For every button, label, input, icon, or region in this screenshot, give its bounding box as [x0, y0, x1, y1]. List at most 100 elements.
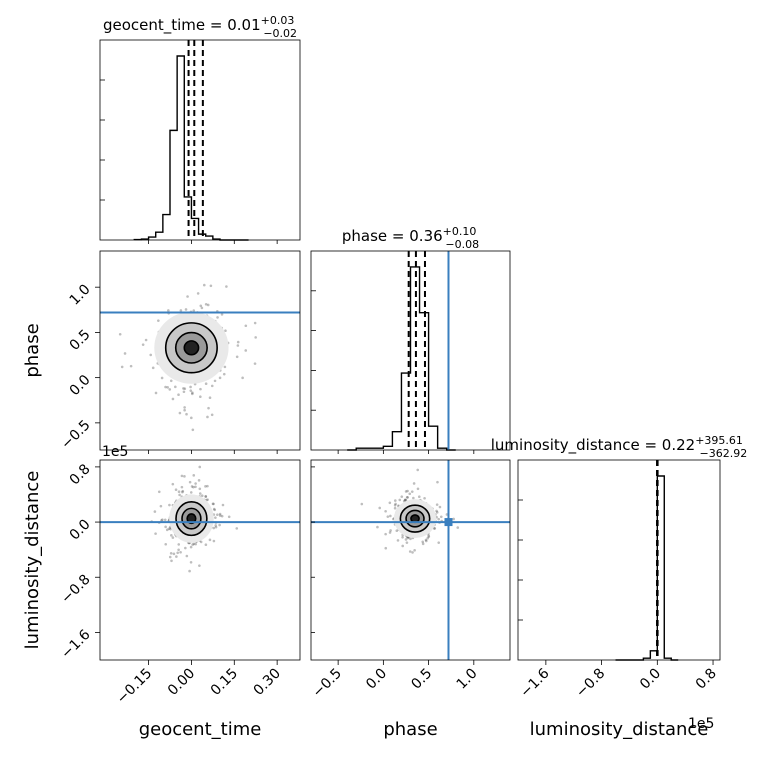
sample-point [401, 535, 404, 539]
sample-point [183, 387, 187, 391]
sample-point [404, 498, 408, 502]
xaxis-label-phase: phase [383, 719, 437, 740]
xtick-label-phase-1: 0.0 [363, 666, 390, 693]
sample-point [190, 416, 193, 420]
sample-point [192, 542, 196, 546]
sample-point [189, 491, 193, 494]
sample-point [157, 490, 161, 494]
sample-point [236, 344, 240, 347]
sample-point [199, 540, 203, 544]
sample-point [141, 343, 145, 346]
sample-point [406, 489, 409, 493]
sample-point [224, 329, 227, 333]
sample-point [204, 485, 207, 488]
ytick-label-luminosity_distance-0: −1.6 [58, 627, 93, 662]
offset-text-xaxis: 1e5 [688, 716, 714, 732]
sample-point [423, 496, 426, 500]
xaxis-label-luminosity_distance: luminosity_distance [530, 719, 709, 740]
sample-point [168, 503, 171, 507]
panel-title-geocent_time: geocent_time = 0.01+0.03 −0.02 [103, 14, 297, 40]
sample-point [183, 475, 186, 478]
sample-point [169, 551, 173, 555]
sample-point [208, 396, 212, 399]
sample-point [168, 388, 172, 391]
sample-point [196, 292, 200, 295]
sample-point [421, 540, 425, 544]
xtick-label-phase-3: 1.0 [454, 666, 481, 693]
sample-point [384, 532, 387, 536]
sample-point [210, 384, 214, 388]
sample-point [180, 485, 184, 489]
sample-point [436, 480, 439, 484]
truth-marker-phase_luminosity_distance [444, 518, 453, 527]
sample-point [204, 543, 208, 546]
sample-point [410, 490, 414, 493]
sample-point [153, 510, 157, 513]
sample-point [218, 523, 221, 527]
sample-point [177, 393, 180, 397]
sample-point [389, 514, 392, 518]
sample-point [189, 385, 192, 389]
sample-point [192, 309, 196, 312]
sample-point [452, 517, 455, 521]
sample-point [174, 385, 177, 389]
sample-point [164, 525, 167, 529]
sample-point [157, 319, 160, 322]
sample-point [253, 321, 257, 325]
sample-point [197, 479, 201, 482]
sample-point [164, 542, 168, 546]
sample-point [188, 569, 191, 573]
xtick-label-phase-0: −0.5 [310, 666, 345, 701]
ytick-label-luminosity_distance-2: 0.0 [67, 516, 94, 543]
sample-point [182, 387, 185, 390]
sample-point [220, 514, 224, 518]
sample-point [416, 487, 420, 491]
sample-point [198, 487, 202, 491]
sample-point [200, 494, 204, 498]
sample-point [120, 365, 124, 369]
sample-point [210, 413, 214, 417]
sample-point [192, 474, 196, 477]
sample-point [396, 539, 400, 542]
sample-point [376, 525, 379, 529]
sample-point [409, 537, 412, 541]
xtick-label-luminosity_distance-3: 0.8 [693, 666, 720, 693]
sample-point [388, 531, 392, 534]
sample-point [180, 474, 184, 478]
sample-point [178, 411, 182, 415]
sample-point [151, 366, 155, 370]
sample-point [384, 546, 388, 550]
sample-point [171, 397, 175, 401]
xtick-label-geocent_time-1: 0.00 [165, 666, 198, 699]
sample-point [170, 534, 173, 537]
sample-point [192, 485, 195, 489]
panel-frame-geocent_time_luminosity_distance [99, 459, 301, 661]
density-contour-geocent_time_phase-3 [183, 340, 200, 356]
sample-point [177, 543, 181, 546]
sample-point [241, 376, 244, 380]
sample-point [218, 376, 222, 380]
sample-point [198, 492, 202, 495]
sample-point [154, 532, 157, 535]
sample-point [181, 490, 184, 494]
sample-point [214, 516, 217, 519]
sample-point [254, 336, 257, 339]
sample-point [166, 386, 169, 389]
sample-point [218, 512, 222, 516]
sample-point [194, 482, 197, 485]
sample-point [207, 406, 210, 410]
sample-point [435, 509, 438, 513]
sample-point [191, 543, 194, 546]
sample-point [200, 306, 204, 310]
sample-point [169, 379, 173, 383]
sample-point [393, 499, 397, 502]
sample-point [401, 544, 404, 548]
sample-point [408, 550, 412, 553]
sample-point [437, 517, 440, 521]
sample-point [403, 498, 407, 501]
sample-point [236, 340, 240, 344]
sample-point [188, 480, 192, 484]
sample-point [199, 304, 203, 308]
xtick-label-geocent_time-2: 0.15 [208, 666, 241, 699]
